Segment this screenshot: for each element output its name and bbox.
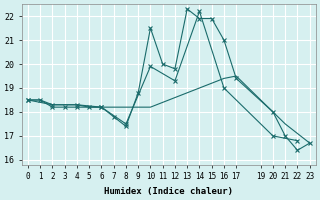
X-axis label: Humidex (Indice chaleur): Humidex (Indice chaleur) [104,187,233,196]
